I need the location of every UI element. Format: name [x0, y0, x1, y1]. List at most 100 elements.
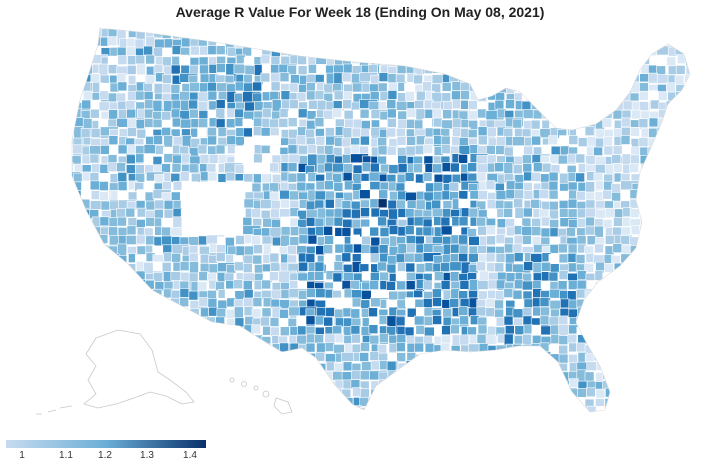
county-cell: [433, 54, 444, 64]
county-cell: [575, 101, 595, 111]
county-cell: [316, 38, 326, 57]
county-cell: [423, 144, 433, 154]
county-cell: [458, 351, 477, 362]
county-cell: [83, 415, 92, 424]
county-cell: [181, 37, 191, 48]
county-cell: [100, 379, 111, 390]
county-cell: [82, 353, 92, 373]
county-cell: [297, 390, 307, 400]
county-cell: [342, 99, 353, 109]
county-cell: [81, 252, 91, 263]
county-cell: [82, 388, 93, 399]
county-cell: [116, 162, 126, 172]
county-cell: [99, 289, 109, 308]
county-cell: [72, 228, 73, 238]
county-cell: [674, 326, 684, 346]
county-cell: [548, 39, 568, 49]
county-cell: [696, 263, 705, 272]
hawaii-inset: [229, 377, 293, 415]
county-cell: [422, 280, 433, 291]
county-cell: [72, 155, 73, 165]
county-cell: [143, 45, 153, 56]
county-cell: [236, 415, 254, 424]
county-cell: [612, 271, 623, 281]
county-cell: [620, 235, 631, 245]
county-cell: [108, 262, 119, 282]
county-cell: [695, 298, 704, 307]
county-cell: [395, 271, 406, 281]
county-cell: [225, 28, 245, 30]
county-cell: [244, 316, 255, 326]
county-cell: [658, 398, 669, 412]
county-cell: [586, 306, 597, 316]
county-cell: [127, 191, 138, 202]
county-cell: [450, 28, 460, 30]
county-cell: [127, 415, 145, 424]
county-cell: [477, 378, 488, 389]
county-cell: [80, 380, 90, 399]
county-cell: [234, 261, 244, 272]
county-cell: [153, 297, 164, 307]
county-cell: [567, 208, 578, 219]
county-cell: [666, 253, 677, 264]
county-cell: [559, 109, 570, 119]
county-cell: [596, 417, 605, 426]
county-cell: [181, 397, 191, 408]
county-cell: [548, 100, 568, 111]
county-cell: [640, 163, 651, 174]
county-cell: [586, 235, 597, 245]
county-cell: [693, 416, 702, 425]
county-cell: [90, 280, 100, 291]
county-cell: [81, 280, 100, 291]
county-cell: [685, 137, 690, 148]
county-cell: [630, 280, 650, 290]
county-cell: [676, 298, 686, 308]
county-cell: [215, 398, 225, 408]
county-cell: [225, 396, 235, 407]
county-cell: [72, 208, 73, 219]
county-cell: [404, 326, 415, 337]
county-cell: [631, 263, 642, 274]
county-cell: [422, 379, 433, 389]
county-cell: [683, 325, 690, 345]
county-cell: [524, 387, 534, 398]
county-cell: [638, 245, 649, 255]
county-cell: [261, 279, 272, 290]
county-cell: [433, 416, 442, 425]
county-cell: [620, 387, 631, 397]
county-cell: [596, 317, 606, 336]
county-cell: [127, 217, 138, 227]
county-cell: [377, 216, 387, 227]
county-cell: [145, 327, 156, 337]
county-cell: [441, 399, 451, 409]
county-cell: [90, 128, 101, 138]
county-cell: [693, 317, 702, 326]
county-cell: [207, 405, 218, 412]
county-cell: [485, 307, 496, 317]
county-cell: [405, 262, 416, 273]
county-cell: [505, 64, 515, 74]
county-cell: [422, 226, 433, 237]
county-cell: [128, 353, 147, 373]
county-cell: [242, 217, 253, 227]
county-cell: [611, 360, 622, 370]
county-cell: [235, 136, 245, 146]
county-cell: [656, 145, 676, 155]
county-cell: [107, 154, 118, 164]
county-cell: [674, 388, 684, 399]
county-cell: [118, 279, 129, 290]
county-cell: [162, 74, 172, 84]
county-cell: [72, 47, 81, 58]
county-cell: [135, 297, 146, 307]
county-cell: [404, 83, 414, 93]
county-cells: [72, 28, 705, 426]
county-cell: [513, 65, 523, 75]
county-cell: [215, 45, 226, 55]
county-cell: [549, 353, 560, 364]
county-cell: [287, 172, 298, 183]
county-cell: [576, 190, 586, 201]
county-cell: [567, 198, 578, 209]
county-cell: [684, 417, 693, 426]
county-cell: [117, 81, 128, 92]
county-cell: [343, 415, 352, 424]
